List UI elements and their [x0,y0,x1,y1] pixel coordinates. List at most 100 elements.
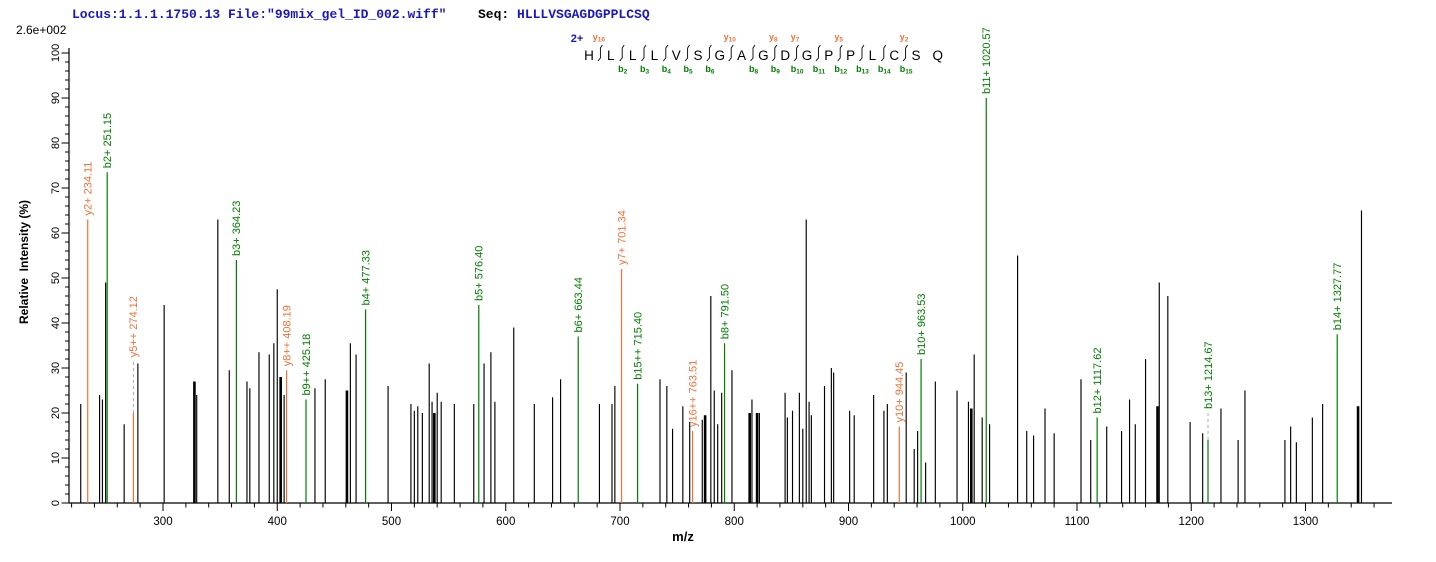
cleavage-divider [902,44,908,62]
locus-file-label: Locus:1.1.1.1750.13 File:"99mix_gel_ID_0… [72,7,447,22]
y-tick-label: 70 [50,182,62,194]
ion-peak-label: b3+ 364.23 [231,201,243,256]
b-ion-tag: b10 [791,64,804,76]
b-ion-tag: b9 [771,64,781,76]
cleavage-divider [684,44,690,62]
x-tick-label: 800 [725,516,744,528]
x-tick-label: 1200 [1178,516,1204,528]
y-tick-label: 100 [50,44,62,62]
cleavage-divider [771,44,778,62]
ion-peak-label: b9++ 425.18 [301,334,313,396]
y-tick-label: 80 [50,137,62,149]
cleavage-divider [859,44,865,62]
residue-letter: S [693,48,702,63]
b-ion-tag: b3 [640,64,650,76]
ion-peak-label: y7+ 701.34 [616,210,628,265]
cleavage-divider [619,44,625,62]
ion-peak-label: y10+ 944.45 [894,362,906,423]
b-ion-tag: b5 [684,64,694,76]
b-ion-tag: b14 [878,64,891,76]
residue-letter: S [911,48,920,63]
x-tick-label: 700 [610,516,629,528]
ion-peak-label: b11+ 1020.57 [981,27,993,94]
ion-peak-label: b13+ 1214.67 [1203,341,1215,409]
x-tick-label: 600 [496,516,515,528]
cleavage-divider [706,44,712,62]
residue-letter: L [629,48,637,63]
y-ion-tag: y2 [900,32,909,44]
residue-letter: P [846,48,855,63]
sequence-header: Seq: HLLLVSGAGDGPPLCSQ [478,7,650,22]
y-tick-label: 40 [50,317,62,329]
residue-letter: L [651,48,659,63]
b-ion-tag: b4 [662,64,672,76]
cleavage-divider [750,44,756,62]
cleavage-divider [597,44,603,62]
cleavage-divider [793,44,799,62]
residue-letter: L [607,48,615,63]
x-axis-title: m/z [672,529,694,544]
x-tick-label: 500 [382,516,401,528]
b-ion-tag: b11 [813,64,826,76]
x-tick-label: 1300 [1293,516,1319,528]
x-tick-label: 1100 [1065,516,1090,528]
y-tick-label: 90 [50,92,62,104]
cleavage-divider [662,44,669,62]
ion-peak-label: b2+ 251.15 [102,113,114,168]
residue-letter: D [780,48,790,63]
precursor-charge-label: 2+ [571,33,584,45]
ion-peak-label: y16++ 763.51 [687,360,699,427]
max-intensity-label: 2.6e+002 [16,23,67,37]
x-tick-label: 1000 [950,516,976,528]
y-ion-tag: y5 [834,32,843,44]
residue-letter: Q [933,48,944,63]
b-ion-tag: b15 [900,64,913,76]
y-tick-label: 20 [50,407,62,419]
ion-peak-label: b12+ 1117.62 [1092,348,1104,414]
y-tick-label: 10 [50,452,62,464]
b-ion-tag: b2 [618,64,628,76]
ion-peak-label: y2+ 234.11 [83,162,95,216]
ion-peak-label: y5++ 274.12 [128,296,140,357]
y-tick-label: 0 [50,500,62,506]
ion-peak-label: b15++ 715.40 [632,312,644,380]
sequence-value: HLLLVSGAGDGPPLCSQ [517,7,650,22]
residue-letter: V [672,48,681,63]
cleavage-divider [641,44,647,62]
x-tick-label: 400 [268,516,287,528]
ion-peak-label: b10+ 963.53 [916,294,928,355]
b-ion-tag: b6 [705,64,715,76]
x-tick-label: 300 [153,516,172,528]
b-ion-tag: b13 [856,64,869,76]
y-ion-tag: y7 [791,32,800,44]
x-tick-label: 900 [839,516,858,528]
y-ion-tag: y8 [769,32,778,44]
cleavage-divider [880,44,887,62]
residue-letter: A [737,48,746,63]
y-ion-tag: y10 [724,32,737,44]
y-tick-label: 50 [50,272,62,284]
b-ion-tag: b8 [749,64,759,76]
ion-peak-label: b8+ 791.50 [719,284,731,339]
ion-peak-label: b5+ 576.40 [474,246,486,301]
y-tick-label: 30 [50,362,62,374]
residue-letter: G [802,48,813,63]
cleavage-divider [728,44,734,62]
residue-letter: L [869,48,877,63]
seq-label: Seq: [478,7,518,22]
ion-peak-label: b14+ 1327.77 [1332,263,1344,331]
y-ion-tag: y16 [593,32,606,44]
cleavage-divider [837,44,843,62]
ion-peak-label: b4+ 477.33 [360,250,372,305]
cleavage-divider [815,44,821,62]
b-ion-tag: b12 [834,64,847,76]
residue-letter: P [824,48,833,63]
residue-letter: C [889,48,899,63]
ion-peak-label: b6+ 663.44 [573,277,585,332]
y-tick-label: 60 [50,227,62,239]
residue-letter: H [584,48,594,63]
residue-letter: G [715,48,726,63]
ion-peak-label: y8++ 408.19 [281,305,293,366]
